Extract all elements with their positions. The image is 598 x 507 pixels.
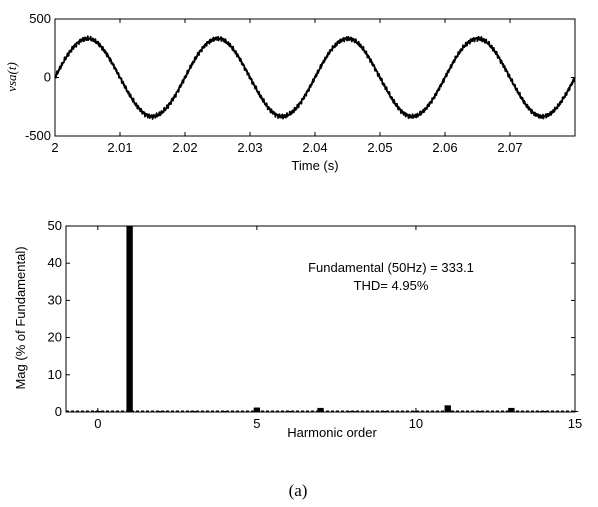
waveform-y-tick-label: -500 [25, 128, 51, 143]
waveform-series [54, 35, 576, 120]
spectrum-y-tick-label: 40 [48, 255, 62, 270]
harmonic-bar [349, 411, 356, 412]
harmonic-bar [444, 405, 451, 412]
spectrum-y-tick-label: 10 [48, 367, 62, 382]
waveform-y-ticks: -500 0 500 [25, 11, 575, 143]
waveform-y-axis-label: vsa(t) [4, 62, 19, 92]
harmonic-bar [476, 411, 483, 412]
spectrum-y-axis-label: Mag (% of Fundamental) [13, 246, 28, 389]
waveform-x-tick-label: 2.02 [172, 140, 197, 155]
spectrum-y-tick-label: 50 [48, 218, 62, 233]
figure-caption: (a) [289, 481, 308, 500]
spectrum-y-ticks: 0 10 20 30 40 50 [48, 218, 575, 419]
harmonic-bar [126, 226, 133, 412]
harmonic-bar [285, 411, 292, 412]
harmonic-bar [571, 411, 579, 412]
spectrum-annotation-thd: THD= 4.95% [354, 278, 429, 293]
harmonic-bar [253, 407, 261, 412]
waveform-chart: 2 2.01 2.02 2.03 2.04 2.05 2.06 2.07 -500 0 500 T… [4, 11, 576, 173]
spectrum-y-tick-label: 20 [48, 330, 62, 345]
harmonic-bar [508, 407, 515, 412]
harmonic-bar [412, 411, 420, 412]
waveform-y-tick-label: 0 [44, 70, 51, 85]
spectrum-x-ticks: 0 5 10 15 [94, 226, 582, 431]
waveform-x-tick-label: 2.07 [497, 140, 522, 155]
waveform-x-tick-label: 2.04 [302, 140, 327, 155]
harmonic-bar [190, 411, 197, 412]
spectrum-y-tick-label: 0 [55, 404, 62, 419]
spectrum-annotation-fundamental: Fundamental (50Hz) = 333.1 [308, 260, 474, 275]
spectrum-x-tick-label: 5 [253, 416, 260, 431]
spectrum-plot-area [65, 225, 576, 413]
harmonic-bar [94, 411, 101, 412]
waveform-x-tick-label: 2.03 [237, 140, 262, 155]
harmonic-spectrum-chart: 0 5 10 15 0 10 20 30 40 50 Fundamental (50Hz) = … [13, 218, 582, 440]
waveform-x-tick-label: 2 [51, 140, 58, 155]
harmonic-bar [158, 411, 165, 412]
spectrum-x-tick-label: 10 [409, 416, 423, 431]
spectrum-x-tick-label: 0 [94, 416, 101, 431]
spectrum-y-tick-label: 30 [48, 292, 62, 307]
waveform-y-tick-label: 500 [29, 11, 51, 26]
harmonic-bar [317, 407, 324, 412]
waveform-line [54, 35, 576, 120]
harmonic-bar [540, 411, 547, 412]
waveform-x-tick-label: 2.06 [432, 140, 457, 155]
spectrum-bars [94, 226, 579, 412]
harmonic-bar [380, 411, 388, 412]
waveform-x-axis-label: Time (s) [291, 158, 338, 173]
waveform-x-tick-label: 2.01 [107, 140, 132, 155]
spectrum-x-axis-label: Harmonic order [287, 425, 377, 440]
waveform-x-ticks: 2 2.01 2.02 2.03 2.04 2.05 2.06 2.07 [51, 19, 523, 155]
waveform-x-tick-label: 2.05 [367, 140, 392, 155]
harmonic-bar [221, 411, 229, 412]
spectrum-x-tick-label: 15 [568, 416, 582, 431]
